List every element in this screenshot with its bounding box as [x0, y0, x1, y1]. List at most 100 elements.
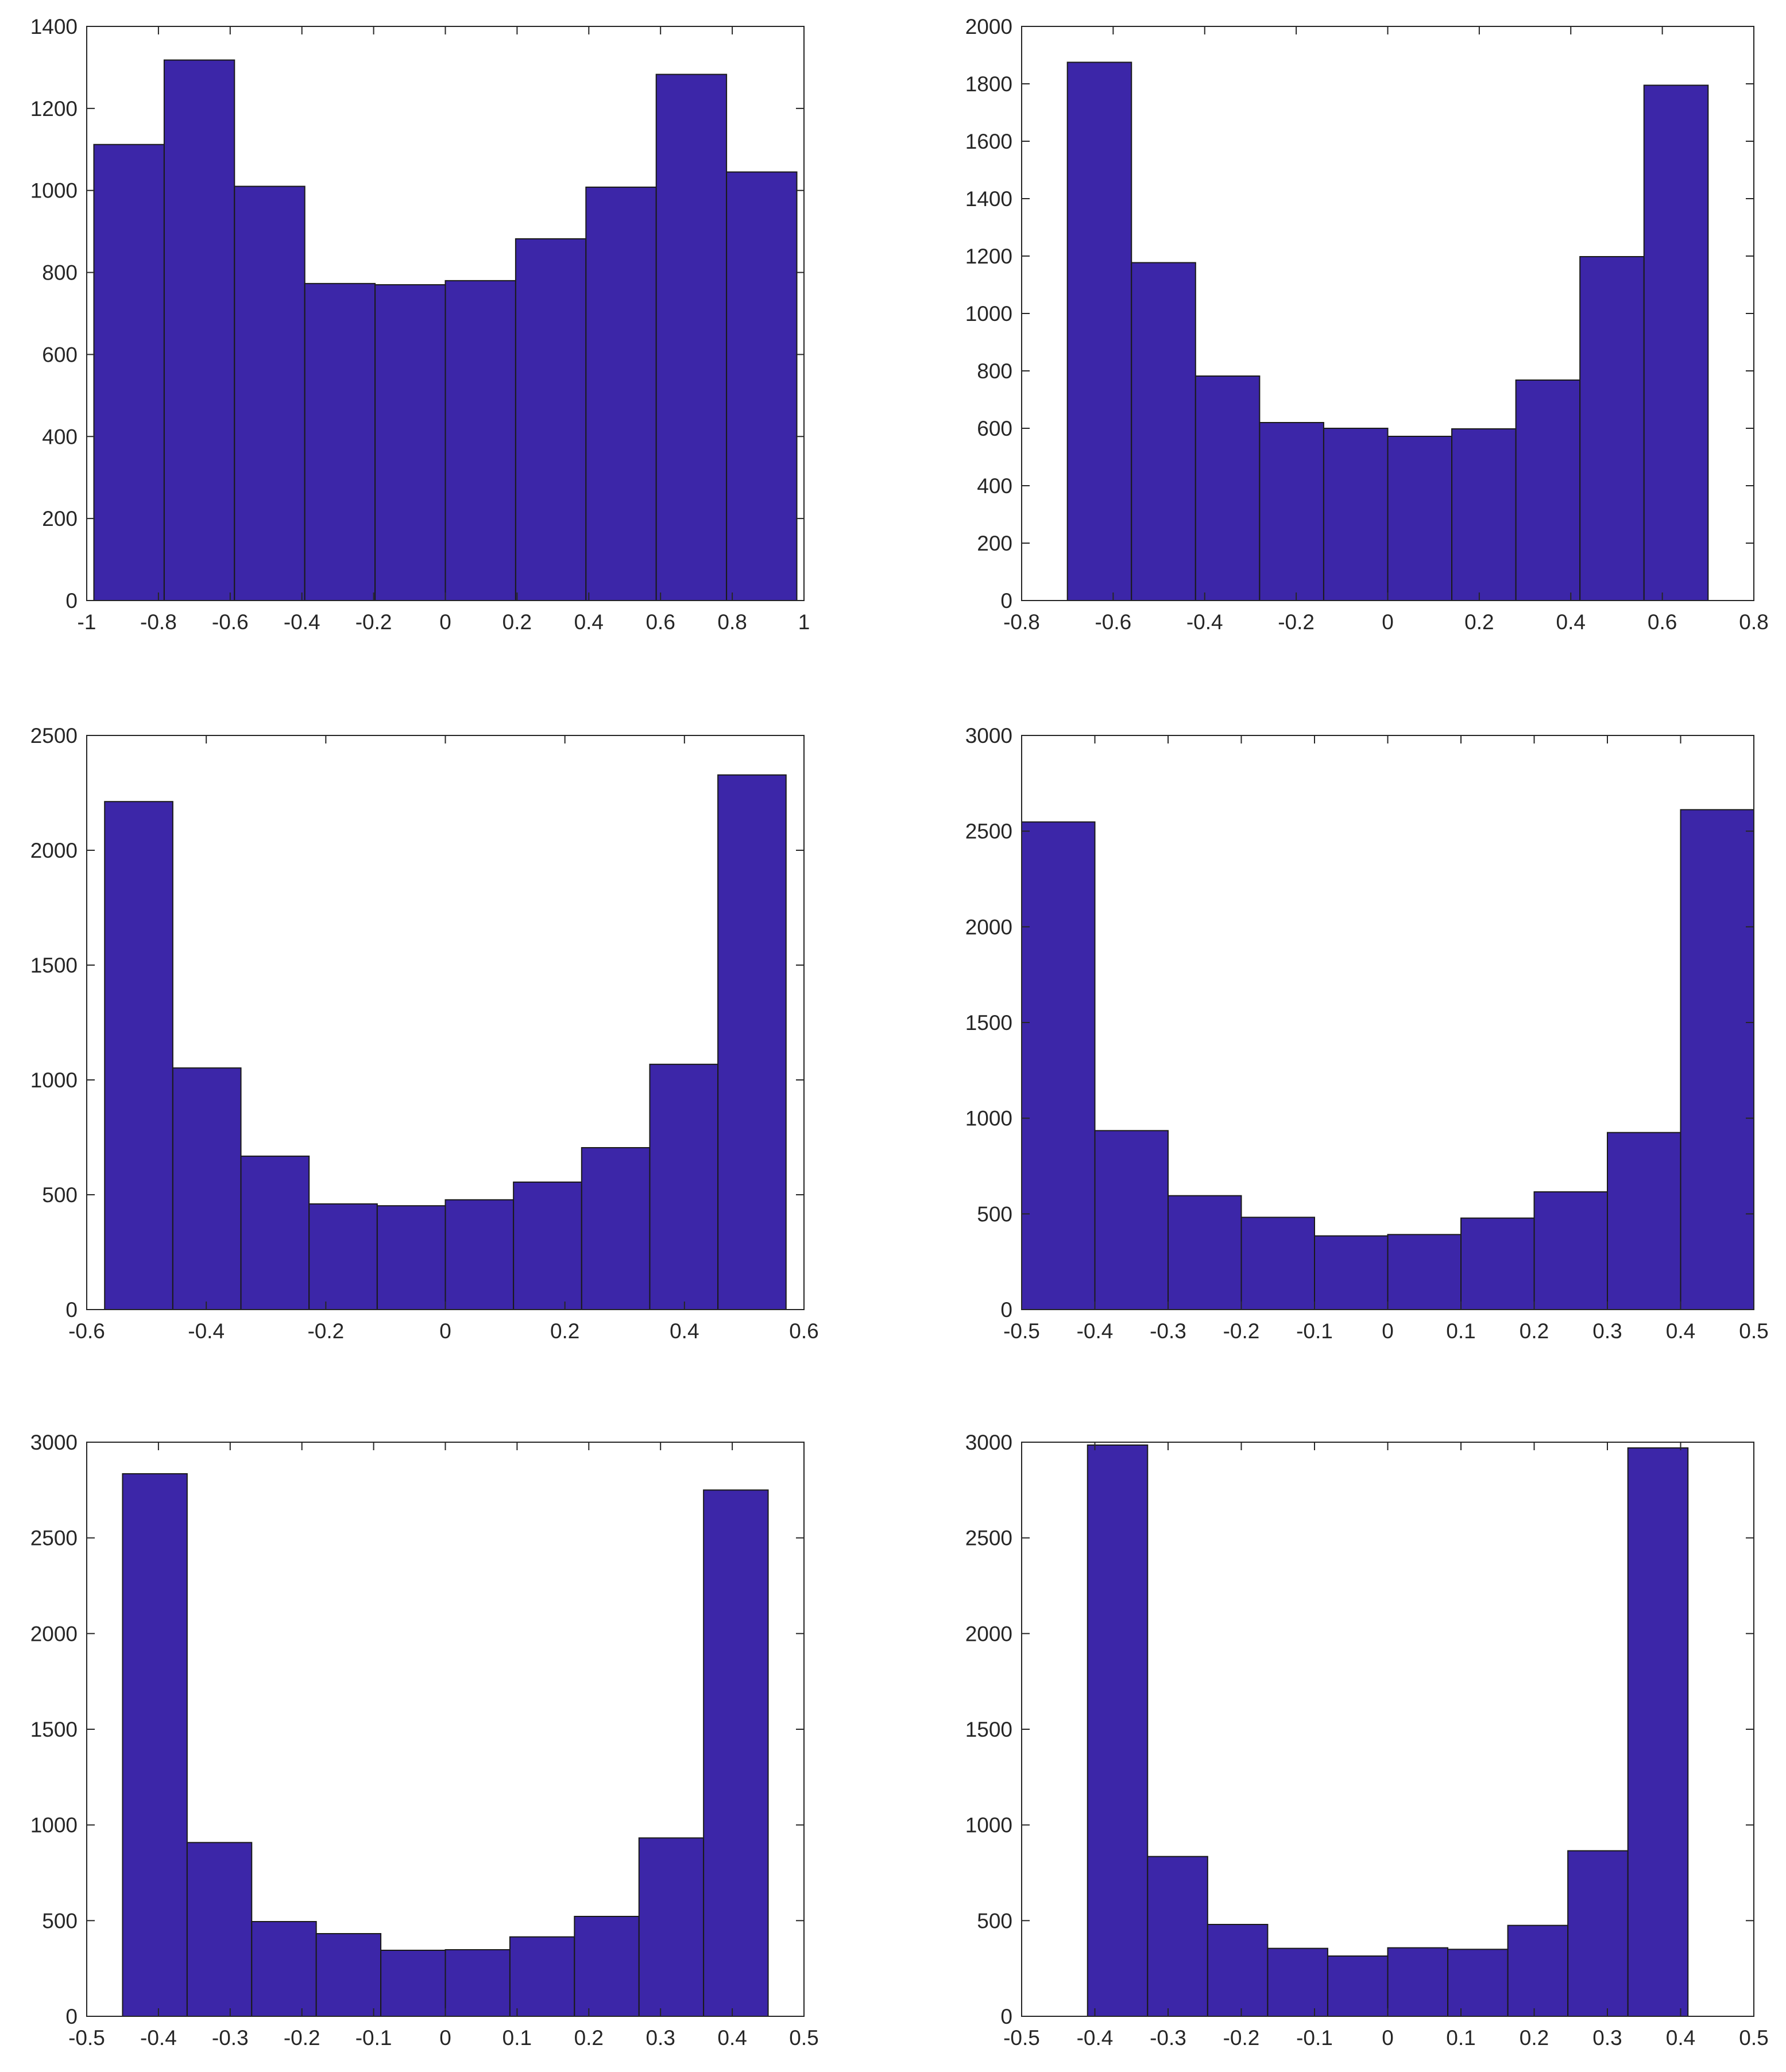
x-tick-label: -0.6 [1095, 610, 1131, 634]
x-tick-label: -0.5 [1003, 2026, 1040, 2050]
histogram-bar [515, 238, 587, 601]
histogram-bar [1194, 375, 1261, 601]
y-tick-label: 1500 [965, 1011, 1012, 1035]
y-tick-label: 0 [65, 1298, 78, 1322]
histogram-bar [1240, 1217, 1315, 1310]
x-tick-label: 0.3 [1592, 1319, 1622, 1343]
y-tick-label: 1200 [30, 97, 78, 121]
histogram-bar [1323, 428, 1389, 601]
x-tick-label: -0.1 [1296, 2026, 1333, 2050]
x-tick-label: -0.1 [1296, 1319, 1333, 1343]
histogram-panel-2: -0.8 -0.6 -0.4 -0.2 0 0.2 0.4 0.6 0.8 0 200 400 600 8… [965, 15, 1769, 634]
x-tick-label: 0.1 [502, 2026, 532, 2050]
x-tick-label: 0.8 [717, 610, 747, 634]
x-tick-label: 0 [439, 1319, 451, 1343]
histogram-bar [251, 1921, 317, 2017]
x-tick-label: 0.5 [1739, 2026, 1768, 2050]
x-tick-label: 0.2 [1520, 2026, 1549, 2050]
y-tick-label: 1400 [965, 187, 1012, 211]
x-tick-label: -0.2 [284, 2026, 320, 2050]
histogram-bar [1507, 1924, 1569, 2017]
x-tick-label: -0.4 [188, 1319, 225, 1343]
histogram-bar [1627, 1447, 1689, 2017]
y-tick-label: 1000 [30, 1068, 78, 1092]
x-tick-label: -0.8 [140, 610, 177, 634]
histogram-bar [1021, 821, 1096, 1310]
histogram-bar [703, 1489, 769, 2017]
x-tick-label: 0.4 [1556, 610, 1586, 634]
y-tick-label: 800 [42, 261, 78, 285]
x-tick-label: -0.6 [212, 610, 249, 634]
y-tick-label: 600 [42, 343, 78, 366]
x-tick-label: 0.6 [645, 610, 675, 634]
histogram-bar [172, 1067, 242, 1310]
x-tick-label: -0.4 [284, 610, 320, 634]
x-tick-label: -0.4 [1077, 1319, 1114, 1343]
histogram-bar [240, 1155, 310, 1311]
y-tick-label: 2500 [965, 1527, 1012, 1550]
x-tick-label: -0.3 [1150, 2026, 1186, 2050]
x-tick-label: 0.2 [574, 2026, 604, 2050]
histogram-bar [1327, 1955, 1389, 2017]
x-tick-label: 0.4 [670, 1319, 699, 1343]
x-tick-label: 0.3 [645, 2026, 675, 2050]
x-tick-label: -0.2 [307, 1319, 344, 1343]
y-tick-label: 2000 [965, 15, 1012, 38]
histogram-bar [1267, 1947, 1328, 2017]
y-tick-label: 2000 [965, 915, 1012, 939]
histogram-panel-5: -0.5 -0.4 -0.3 -0.2 -0.1 0 0.1 0.2 0.3 0.4 0.5 0 500… [30, 1431, 819, 2050]
y-tick-label: 0 [65, 2005, 78, 2028]
histogram-bar [513, 1182, 582, 1310]
y-tick-label: 3000 [965, 724, 1012, 748]
y-tick-label: 1400 [30, 15, 78, 38]
y-tick-label: 500 [977, 1202, 1012, 1226]
x-tick-label: 0 [1382, 610, 1394, 634]
histogram-panel-3: -0.6 -0.4 -0.2 0 0.2 0.4 0.6 0 500 1000 1500 2000 25… [30, 724, 819, 1343]
x-tick-label: -0.6 [68, 1319, 105, 1343]
x-tick-label: 0.2 [502, 610, 532, 634]
histogram-bar [1533, 1191, 1608, 1310]
x-tick-label: -0.2 [355, 610, 392, 634]
x-tick-label: 0.8 [1739, 610, 1768, 634]
y-tick-label: 2000 [30, 1622, 78, 1645]
y-tick-label: 2000 [30, 839, 78, 862]
y-tick-label: 600 [977, 417, 1012, 440]
y-tick-label: 2500 [30, 1527, 78, 1550]
y-tick-label: 0 [1000, 2005, 1012, 2028]
y-tick-label: 500 [42, 1183, 78, 1207]
histogram-panel-1: -1 -0.8 -0.6 -0.4 -0.2 0 0.2 0.4 0.6 0.8 1 0 200 400 6… [30, 15, 810, 634]
y-tick-label: 1000 [30, 179, 78, 203]
x-tick-label: -0.2 [1223, 2026, 1260, 2050]
histogram-bar [1515, 379, 1581, 601]
y-tick-label: 400 [977, 474, 1012, 498]
histogram-bar [1460, 1217, 1535, 1311]
x-tick-label: 0 [1382, 1319, 1394, 1343]
histogram-bar [1387, 1234, 1462, 1310]
y-tick-label: 1000 [30, 1814, 78, 1837]
histogram-bar [380, 1950, 446, 2017]
histogram-bar [1094, 1130, 1169, 1311]
histogram-bar [1066, 61, 1132, 601]
histogram-bar [1643, 84, 1709, 601]
histogram-bar [726, 171, 798, 602]
y-tick-label: 0 [65, 589, 78, 613]
x-tick-label: 0.6 [1648, 610, 1677, 634]
y-tick-label: 400 [42, 425, 78, 448]
y-tick-label: 1600 [965, 130, 1012, 153]
y-tick-label: 1500 [30, 954, 78, 977]
y-tick-label: 1800 [965, 72, 1012, 96]
histogram-bar [1147, 1856, 1208, 2017]
x-tick-label: -0.4 [1186, 610, 1223, 634]
x-tick-label: -0.4 [140, 2026, 177, 2050]
histogram-bar [1387, 1947, 1449, 2017]
x-tick-label: -0.4 [1077, 2026, 1114, 2050]
histogram-bar [444, 280, 516, 602]
x-tick-label: 0.6 [789, 1319, 818, 1343]
x-tick-label: 0.1 [1446, 1319, 1475, 1343]
y-tick-label: 1000 [965, 302, 1012, 326]
histogram-bar [509, 1936, 575, 2017]
histogram-bar [374, 284, 446, 601]
histogram-bar [234, 185, 306, 602]
histogram-bar [122, 1473, 188, 2017]
